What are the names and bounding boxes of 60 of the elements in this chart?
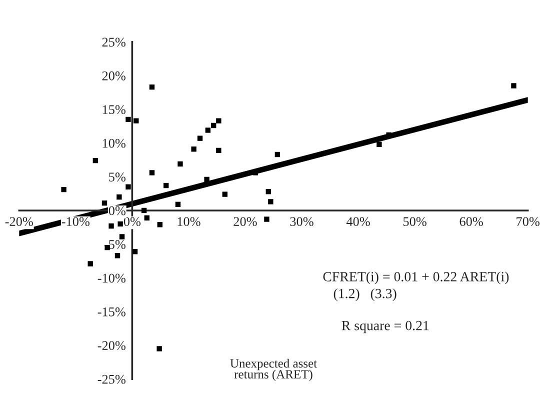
y-tick-label: -20% — [98, 341, 126, 350]
point — [141, 208, 147, 214]
point — [118, 221, 123, 227]
x-tick-label: 0% — [124, 217, 141, 226]
point — [102, 200, 108, 206]
point — [205, 128, 211, 133]
point — [222, 192, 228, 197]
point — [376, 142, 382, 147]
point — [178, 161, 183, 167]
point — [116, 194, 122, 200]
x-tick-label: 60% — [460, 217, 483, 226]
y-tick-label: -10% — [98, 274, 126, 283]
y-tick-label: 20% — [102, 71, 126, 80]
x-tick-label: 20% — [234, 217, 257, 226]
point — [114, 253, 120, 258]
point — [144, 215, 150, 220]
point — [216, 118, 222, 124]
y-tick-label: -25% — [98, 374, 126, 384]
point — [132, 249, 138, 254]
point — [210, 122, 216, 128]
point — [264, 216, 270, 222]
point — [61, 186, 66, 192]
point — [216, 148, 222, 154]
x-axis-title: Unexpected asset returns (ARET) — [230, 358, 317, 382]
point — [108, 223, 114, 229]
point — [164, 182, 169, 188]
point — [134, 118, 139, 124]
annotation: (1.2) (3.3) — [334, 288, 396, 302]
point — [156, 346, 162, 352]
y-tick-label: 25% — [102, 38, 126, 47]
point — [268, 199, 274, 204]
x-tick-label: 30% — [290, 217, 314, 226]
y-tick-label: 0% — [108, 206, 126, 216]
point — [157, 222, 162, 228]
point — [191, 146, 196, 152]
point — [149, 84, 155, 90]
y-tick-label: 5% — [109, 172, 126, 182]
point — [266, 188, 272, 194]
point — [126, 184, 131, 190]
point — [119, 234, 125, 240]
x-tick-label: 10% — [178, 217, 200, 226]
annotation: CFRET(i) = 0.01 + 0.22 ARET(i) — [323, 272, 509, 284]
y-tick-label: 15% — [102, 105, 126, 114]
x-tick-label: -20% — [5, 217, 33, 226]
point — [511, 83, 516, 88]
annotation: R square = 0.21 — [342, 320, 429, 334]
y-tick-label: -15% — [98, 307, 126, 316]
point — [149, 170, 155, 176]
point — [197, 136, 203, 141]
y-tick-label: 10% — [102, 138, 126, 148]
point — [274, 152, 280, 158]
x-tick-label: -10% — [62, 217, 90, 226]
point — [88, 261, 93, 266]
x-tick-label: 70% — [516, 217, 540, 226]
point — [204, 176, 210, 182]
point — [92, 158, 98, 164]
x-tick-label: 40% — [346, 217, 370, 226]
x-tick-label: 50% — [403, 217, 426, 226]
point — [175, 202, 181, 208]
point — [126, 116, 131, 122]
